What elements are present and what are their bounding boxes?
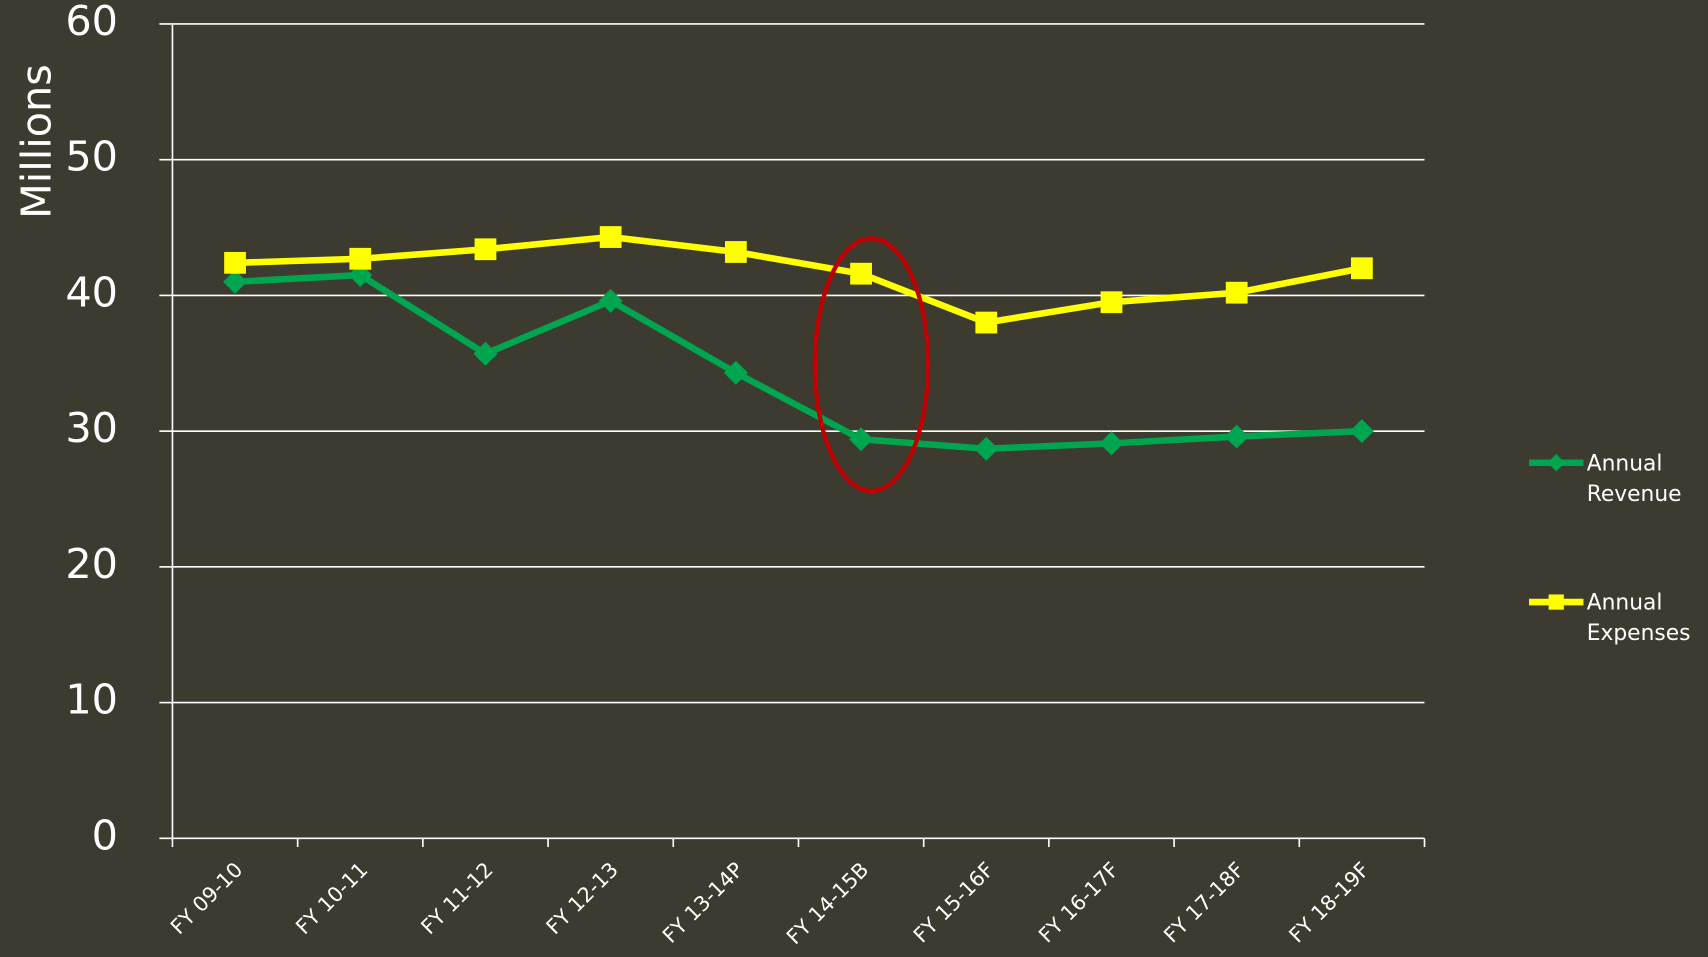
y-axis-label: Millions	[13, 64, 61, 219]
legend-entry: Annual Expenses	[1586, 589, 1691, 646]
legend-marker	[1548, 594, 1564, 610]
series-marker	[724, 241, 747, 263]
y-tick-label: 30	[65, 404, 118, 452]
series-marker	[224, 251, 246, 274]
y-tick-label: 50	[65, 133, 118, 181]
y-tick-label: 60	[65, 0, 118, 45]
series-marker	[1351, 257, 1373, 280]
y-tick-label: 40	[65, 268, 118, 316]
series-marker	[850, 262, 872, 285]
legend-entry: Annual Revenue	[1586, 449, 1682, 507]
legend-marker	[1547, 454, 1565, 472]
highlight-ellipse	[812, 236, 931, 494]
y-tick-label: 0	[92, 811, 118, 859]
legend-label: Annual Expenses	[1586, 589, 1691, 646]
series-marker	[349, 247, 372, 270]
series-marker	[975, 311, 998, 334]
series-line	[234, 233, 1363, 326]
y-tick-label: 20	[65, 540, 118, 588]
series-marker	[223, 269, 248, 294]
y-tick-label: 10	[65, 676, 118, 724]
series-marker	[1225, 281, 1248, 304]
series-marker	[599, 226, 622, 248]
series-marker	[474, 238, 497, 261]
series-marker	[1100, 291, 1123, 314]
series-marker	[974, 436, 999, 461]
series-marker	[598, 288, 623, 313]
series-line	[234, 271, 1363, 453]
legend-label: Annual Revenue	[1586, 449, 1682, 507]
